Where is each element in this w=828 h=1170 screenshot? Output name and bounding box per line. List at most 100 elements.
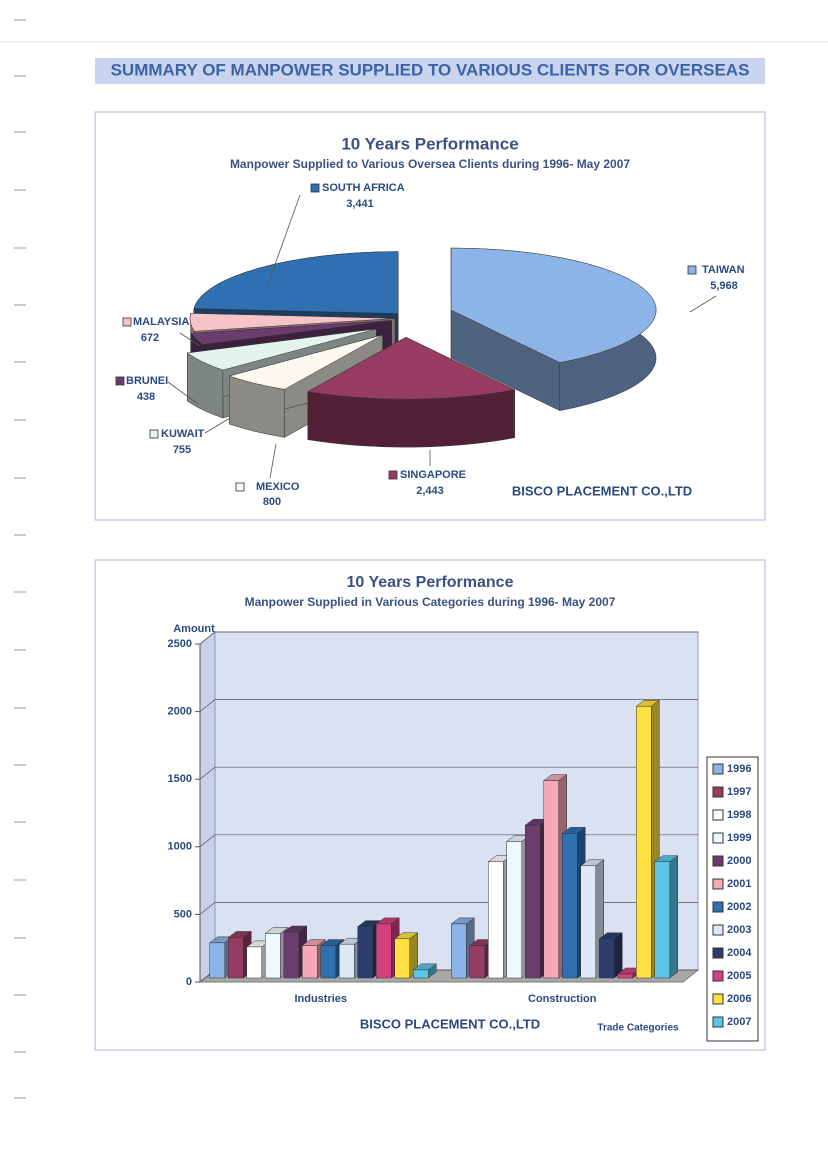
bar [302, 945, 318, 979]
y-tick-label: 2500 [168, 638, 192, 650]
slice-value: 672 [141, 332, 159, 344]
legend-label: 1999 [727, 832, 751, 844]
legend-label: 2002 [727, 901, 751, 913]
slice-value: 5,968 [710, 280, 738, 292]
slice-value: 755 [173, 444, 191, 456]
pie-slice [190, 320, 392, 345]
legend-swatch [122, 317, 132, 327]
chart-subtitle: Manpower Supplied to Various Oversea Cli… [230, 157, 630, 171]
legend-label: 2003 [727, 924, 751, 936]
bar [376, 923, 392, 979]
bar [246, 946, 262, 979]
bar [543, 780, 559, 979]
legend-label: 1998 [727, 809, 751, 821]
bar [209, 942, 225, 979]
legend-label: 2006 [727, 993, 751, 1005]
pie-slice [228, 334, 383, 390]
legend-swatch [712, 832, 724, 844]
pie-slice [186, 328, 377, 371]
legend-box [706, 756, 759, 1042]
legend-swatch [115, 376, 125, 386]
chart-title: 10 Years Performance [341, 134, 518, 153]
slice-label: MEXICO [256, 481, 300, 493]
bar [488, 861, 504, 979]
slice-value: 2,443 [416, 485, 444, 497]
bar [394, 938, 410, 979]
bar [562, 833, 578, 979]
y-tick-label: 2000 [168, 706, 192, 718]
bar [265, 933, 281, 979]
slice-value: 438 [137, 391, 155, 403]
header-band [95, 58, 765, 84]
y-tick-label: 0 [186, 976, 192, 988]
leader-line [179, 332, 201, 347]
legend-label: 2000 [727, 855, 751, 867]
chart-title: 10 Years Performance [347, 574, 514, 591]
leader-line [204, 417, 231, 434]
y-axis-label: Amount [173, 623, 215, 635]
grid-line [199, 766, 698, 780]
leader-line [167, 381, 199, 405]
bar [413, 969, 429, 979]
legend-swatch [388, 470, 398, 480]
bar [228, 937, 244, 979]
legend-swatch [235, 482, 245, 492]
y-tick-label: 1000 [168, 841, 192, 853]
legend-label: 2007 [727, 1016, 751, 1028]
y-tick-label: 500 [174, 908, 192, 920]
bar [451, 923, 467, 979]
bar [599, 938, 615, 979]
slice-value: 3,441 [346, 198, 374, 210]
slice-label: TAIWAN [702, 264, 745, 276]
x-tick-label: Industries [294, 993, 347, 1005]
legend-label: 2001 [727, 878, 751, 890]
slice-label: KUWAIT [161, 428, 205, 440]
legend-swatch [712, 809, 724, 821]
back-wall [214, 631, 699, 971]
legend-swatch [712, 993, 724, 1005]
bar [357, 926, 373, 979]
x-axis-label: Trade Categories [597, 1023, 679, 1034]
pie-slice [189, 313, 396, 332]
bar [339, 943, 355, 979]
legend-swatch [712, 763, 724, 775]
legend-swatch [149, 429, 159, 439]
annotation: BISCO PLACEMENT CO.,LTD [512, 483, 692, 498]
page-title: SUMMARY OF MANPOWER SUPPLIED TO VARIOUS … [111, 60, 750, 79]
bar [617, 973, 633, 979]
slice-value: 800 [263, 496, 281, 508]
x-tick-label: Construction [528, 993, 597, 1005]
grid-line [199, 631, 698, 645]
slice-label: SOUTH AFRICA [322, 182, 405, 194]
annotation: BISCO PLACEMENT CO.,LTD [360, 1016, 540, 1031]
legend-swatch [712, 855, 724, 867]
bar [580, 865, 596, 979]
bar [469, 945, 485, 979]
bar [283, 931, 299, 979]
legend-label: 1997 [727, 786, 751, 798]
legend-swatch [310, 183, 320, 193]
grid-line [199, 699, 698, 712]
legend-label: 1996 [727, 763, 751, 775]
bar-side [669, 855, 678, 979]
side-wall [199, 630, 216, 984]
bar [525, 824, 541, 979]
legend-swatch [712, 1016, 724, 1028]
pie-slice [193, 251, 399, 314]
pie-slice [450, 247, 657, 363]
slice-label: MALAYSIA [133, 316, 189, 328]
y-tick-label: 1500 [168, 773, 192, 785]
legend-swatch [687, 265, 697, 275]
legend-swatch [712, 947, 724, 959]
legend-label: 2005 [727, 970, 751, 982]
pie-slice [307, 336, 516, 400]
legend-swatch [712, 878, 724, 890]
legend-swatch [712, 901, 724, 913]
leader-line [689, 295, 717, 313]
bar [506, 841, 522, 979]
leader-line [267, 194, 301, 285]
legend-label: 2004 [727, 947, 752, 959]
chart-subtitle: Manpower Supplied in Various Categories … [245, 595, 616, 609]
